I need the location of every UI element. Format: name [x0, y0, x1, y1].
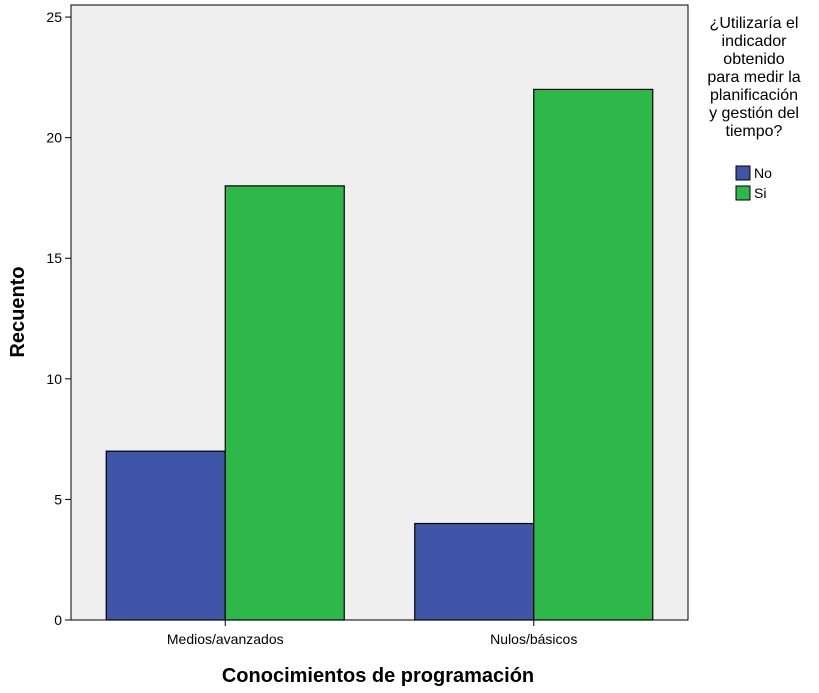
- legend-swatch-no: [735, 165, 751, 181]
- legend-title-line: indicador: [722, 33, 788, 50]
- y-tick-label: 25: [46, 9, 62, 25]
- legend-label-si: Si: [754, 185, 766, 201]
- x-axis: Medios/avanzados Nulos/básicos: [167, 620, 577, 647]
- y-tick-label: 0: [54, 612, 62, 628]
- x-tick-label: Medios/avanzados: [167, 631, 284, 647]
- legend-title-line: ¿Utilizaría el: [710, 15, 799, 32]
- bars: [105, 88, 654, 621]
- y-axis-title: Recuento: [7, 266, 29, 357]
- bar-si-2: [533, 88, 654, 621]
- bar-si-1: [224, 185, 345, 621]
- legend-swatch-si: [735, 185, 751, 201]
- x-axis-title: Conocimientos de programación: [222, 665, 534, 687]
- y-tick-label: 10: [46, 371, 62, 387]
- legend-title-line: obtenido: [723, 51, 784, 68]
- y-axis: 0 5 10 15 20 25: [46, 5, 72, 628]
- bar-no-2: [414, 522, 535, 621]
- x-tick-label: Nulos/básicos: [490, 631, 577, 647]
- y-tick-label: 20: [46, 130, 62, 146]
- legend-title-line: tiempo?: [726, 123, 783, 140]
- legend-label-no: No: [754, 165, 772, 181]
- legend-title-line: planificación: [710, 87, 798, 104]
- y-tick-label: 15: [46, 250, 62, 266]
- bar-no-1: [105, 450, 226, 621]
- legend-title-line: para medir la: [707, 69, 800, 86]
- y-tick-label: 5: [54, 491, 62, 507]
- legend-title-line: y gestión del: [709, 105, 799, 122]
